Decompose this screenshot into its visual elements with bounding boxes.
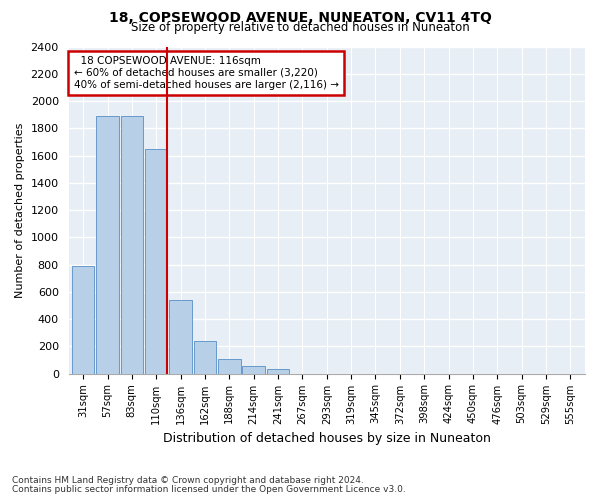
- Bar: [218, 358, 241, 374]
- Text: Contains public sector information licensed under the Open Government Licence v3: Contains public sector information licen…: [12, 485, 406, 494]
- Bar: [194, 341, 216, 374]
- Bar: [72, 266, 94, 374]
- X-axis label: Distribution of detached houses by size in Nuneaton: Distribution of detached houses by size …: [163, 432, 491, 445]
- Bar: [242, 366, 265, 374]
- Bar: [121, 116, 143, 374]
- Bar: [97, 116, 119, 374]
- Bar: [169, 300, 192, 374]
- Y-axis label: Number of detached properties: Number of detached properties: [15, 122, 25, 298]
- Text: Size of property relative to detached houses in Nuneaton: Size of property relative to detached ho…: [131, 22, 469, 35]
- Text: 18 COPSEWOOD AVENUE: 116sqm
← 60% of detached houses are smaller (3,220)
40% of : 18 COPSEWOOD AVENUE: 116sqm ← 60% of det…: [74, 56, 338, 90]
- Text: Contains HM Land Registry data © Crown copyright and database right 2024.: Contains HM Land Registry data © Crown c…: [12, 476, 364, 485]
- Text: 18, COPSEWOOD AVENUE, NUNEATON, CV11 4TQ: 18, COPSEWOOD AVENUE, NUNEATON, CV11 4TQ: [109, 11, 491, 25]
- Bar: [267, 370, 289, 374]
- Bar: [145, 148, 167, 374]
